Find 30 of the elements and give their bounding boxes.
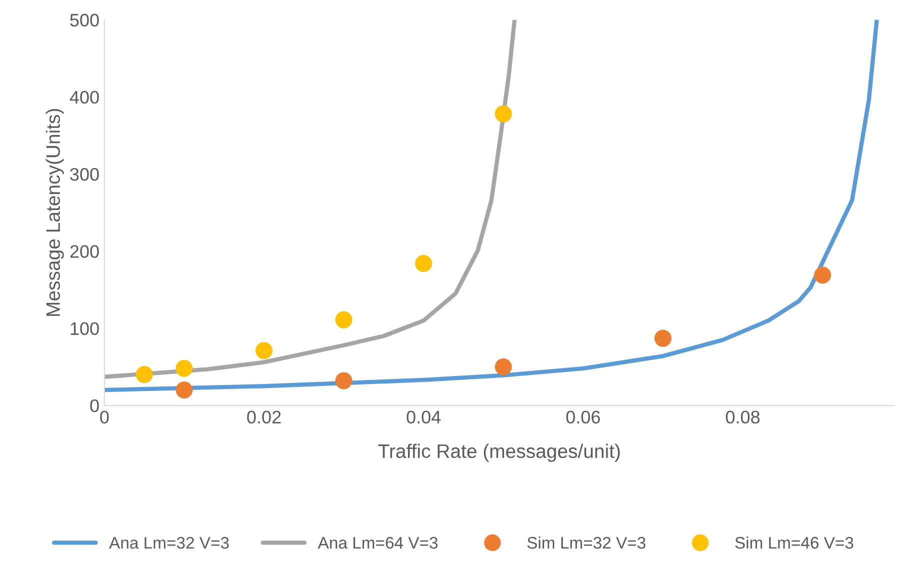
point xyxy=(176,360,193,377)
y-tick-label: 400 xyxy=(70,90,99,104)
x-tick-label: 0 xyxy=(100,410,109,424)
point xyxy=(494,358,512,376)
legend-label: Sim Lm=32 V=3 xyxy=(527,536,646,549)
x-tick-label: 0.06 xyxy=(566,410,600,424)
point xyxy=(814,266,832,284)
legend-label: Sim Lm=46 V=3 xyxy=(735,536,854,549)
point xyxy=(256,342,273,360)
point xyxy=(136,366,153,384)
line-series xyxy=(104,20,879,392)
y-tick-label: 200 xyxy=(70,245,99,258)
legend-label: Ana Lm=32 V=3 xyxy=(109,536,229,549)
x-tick-label: 0.04 xyxy=(406,410,441,424)
y-tick-label: 300 xyxy=(70,168,99,181)
point xyxy=(335,372,352,390)
x-tick-label: 0.02 xyxy=(247,410,281,424)
x-axis-title: Traffic Rate (messages/unit) xyxy=(378,444,620,462)
y-tick-label: 0 xyxy=(90,399,99,412)
point xyxy=(176,381,193,398)
y-tick-label: 500 xyxy=(70,14,99,27)
x-tick-label: 0.08 xyxy=(726,410,760,424)
legend-label: Ana Lm=64 V=3 xyxy=(318,536,438,549)
point xyxy=(335,311,352,328)
point xyxy=(494,105,512,122)
point xyxy=(654,330,672,347)
y-axis-title: Message Latency(Units) xyxy=(46,109,64,316)
y-tick-label: 100 xyxy=(70,322,99,336)
line-series xyxy=(104,20,517,379)
point xyxy=(415,255,432,272)
